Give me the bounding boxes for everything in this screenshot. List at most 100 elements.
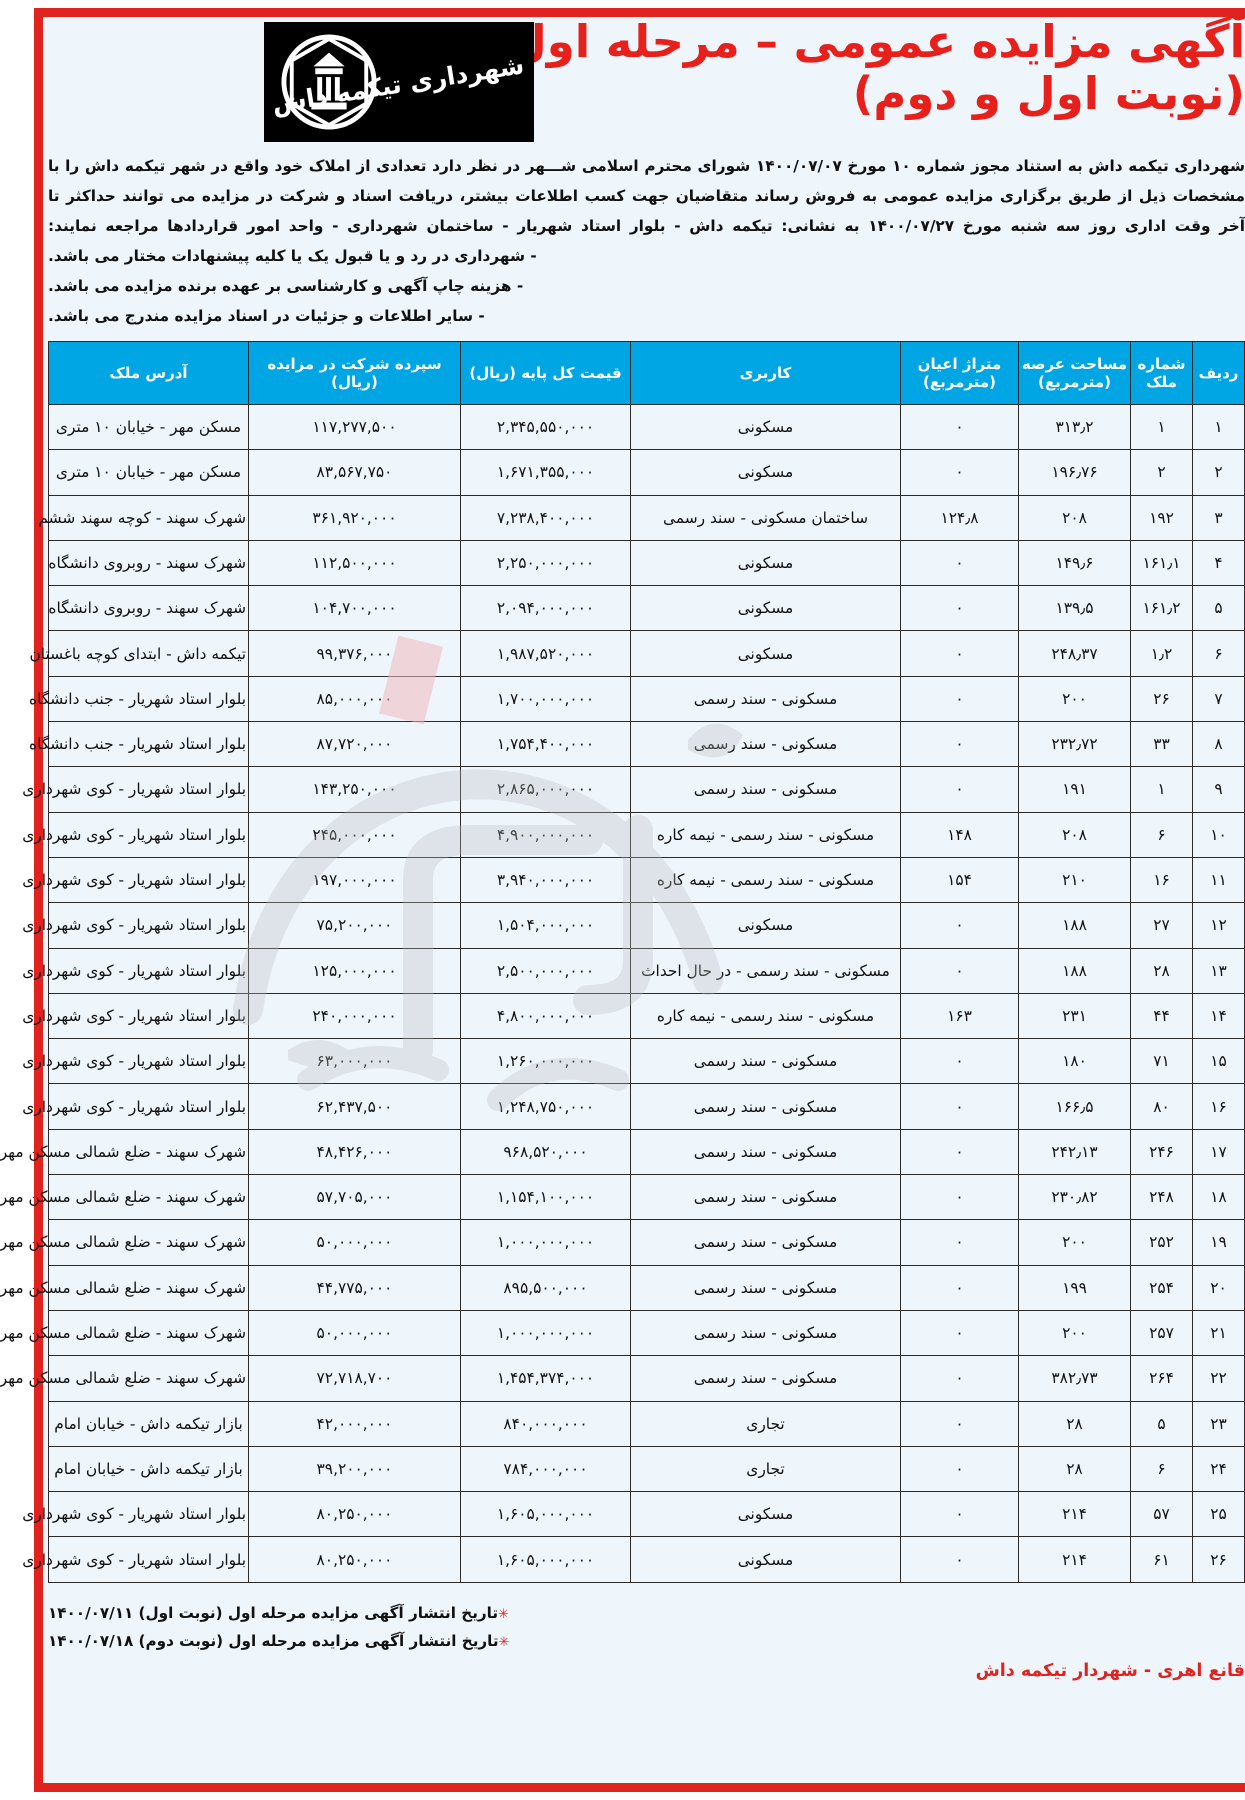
cell-radif: ۱۷ <box>1169 1129 1221 1174</box>
cell-usage: مسکونی <box>607 1492 877 1537</box>
cell-melk: ۱ <box>1107 767 1169 812</box>
cell-melk: ۲۸ <box>1107 948 1169 993</box>
cell-address: بلوار استاد شهریار - کوی شهرداری <box>25 1084 225 1129</box>
col-header-deposit: سپرده شرکت در مزایده (ریال) <box>225 341 437 404</box>
cell-area: ۱۹۹ <box>995 1265 1107 1310</box>
cell-building: ۰ <box>877 676 995 721</box>
cell-area: ۱۳۹٫۵ <box>995 586 1107 631</box>
cell-building: ۰ <box>877 450 995 495</box>
cell-melk: ۲۴۶ <box>1107 1129 1169 1174</box>
table-row: ۲ ۲ ۱۹۶٫۷۶ ۰ مسکونی ۱,۶۷۱,۳۵۵,۰۰۰ ۸۳,۵۶۷,۷۵۰ مس… <box>25 450 1221 495</box>
cell-radif: ۲۰ <box>1169 1265 1221 1310</box>
cell-radif: ۹ <box>1169 767 1221 812</box>
cell-deposit: ۵۷,۷۰۵,۰۰۰ <box>225 1175 437 1220</box>
cell-deposit: ۷۲,۷۱۸,۷۰۰ <box>225 1356 437 1401</box>
cell-melk: ۱۹۲ <box>1107 495 1169 540</box>
cell-address: شهرک سهند - روبروی دانشگاه <box>25 540 225 585</box>
cell-address: مسکن مهر - خیابان ۱۰ متری <box>25 404 225 449</box>
cell-area: ۲۰۰ <box>995 1310 1107 1355</box>
cell-melk: ۳۳ <box>1107 722 1169 767</box>
page-header: آگهی مزایده عمومی – مرحله اول (نوبت اول … <box>24 20 1221 148</box>
cell-deposit: ۷۵,۲۰۰,۰۰۰ <box>225 903 437 948</box>
conditions-notes: - شهرداری در رد و یا قبول یک یا کلیه پیش… <box>24 242 1221 331</box>
cell-deposit: ۲۴۰,۰۰۰,۰۰۰ <box>225 993 437 1038</box>
cell-area: ۱۹۱ <box>995 767 1107 812</box>
cell-building: ۰ <box>877 586 995 631</box>
cell-melk: ۸۰ <box>1107 1084 1169 1129</box>
cell-price: ۱,۱۵۴,۱۰۰,۰۰۰ <box>437 1175 607 1220</box>
cell-price: ۹۶۸,۵۲۰,۰۰۰ <box>437 1129 607 1174</box>
cell-area: ۲۰۸ <box>995 495 1107 540</box>
cell-deposit: ۵۰,۰۰۰,۰۰۰ <box>225 1310 437 1355</box>
cell-building: ۰ <box>877 903 995 948</box>
cell-building: ۰ <box>877 1537 995 1582</box>
cell-price: ۱,۷۵۴,۴۰۰,۰۰۰ <box>437 722 607 767</box>
note-item-2: - هزینه چاپ آگهی و کارشناسی بر عهده برند… <box>24 272 1221 302</box>
cell-deposit: ۱۹۷,۰۰۰,۰۰۰ <box>225 857 437 902</box>
cell-price: ۴,۹۰۰,۰۰۰,۰۰۰ <box>437 812 607 857</box>
cell-melk: ۵۷ <box>1107 1492 1169 1537</box>
cell-radif: ۲۶ <box>1169 1537 1221 1582</box>
cell-radif: ۷ <box>1169 676 1221 721</box>
cell-deposit: ۶۲,۴۳۷,۵۰۰ <box>225 1084 437 1129</box>
table-row: ۲۲ ۲۶۴ ۳۸۲٫۷۳ ۰ مسکونی - سند رسمی ۱,۴۵۴,۳۷۴,۰… <box>25 1356 1221 1401</box>
cell-usage: مسکونی - سند رسمی <box>607 722 877 767</box>
table-row: ۲۰ ۲۵۴ ۱۹۹ ۰ مسکونی - سند رسمی ۸۹۵,۵۰۰,۰۰۰ ۴۴,… <box>25 1265 1221 1310</box>
cell-radif: ۱ <box>1169 404 1221 449</box>
table-row: ۱۶ ۸۰ ۱۶۶٫۵ ۰ مسکونی - سند رسمی ۱,۲۴۸,۷۵۰,۰۰۰… <box>25 1084 1221 1129</box>
cell-building: ۱۵۴ <box>877 857 995 902</box>
table-row: ۱۴ ۴۴ ۲۳۱ ۱۶۳ مسکونی - سند رسمی - نیمه کاره ۴… <box>25 993 1221 1038</box>
cell-usage: تجاری <box>607 1401 877 1446</box>
cell-radif: ۸ <box>1169 722 1221 767</box>
cell-radif: ۴ <box>1169 540 1221 585</box>
cell-address: شهرک سهند - ضلع شمالی مسکن مهر <box>25 1356 225 1401</box>
cell-deposit: ۲۴۵,۰۰۰,۰۰۰ <box>225 812 437 857</box>
cell-melk: ۱٫۲ <box>1107 631 1169 676</box>
cell-usage: مسکونی <box>607 631 877 676</box>
cell-price: ۱,۰۰۰,۰۰۰,۰۰۰ <box>437 1220 607 1265</box>
table-row: ۲۱ ۲۵۷ ۲۰۰ ۰ مسکونی - سند رسمی ۱,۰۰۰,۰۰۰,۰۰۰ ۵… <box>25 1310 1221 1355</box>
col-header-melk-no: شماره ملک <box>1107 341 1169 404</box>
cell-building: ۰ <box>877 1310 995 1355</box>
cell-address: تیکمه داش - ابتدای کوچه باغستان <box>25 631 225 676</box>
cell-area: ۲۸ <box>995 1401 1107 1446</box>
cell-building: ۱۲۴٫۸ <box>877 495 995 540</box>
col-header-building: متراژ اعیان (مترمربع) <box>877 341 995 404</box>
cell-address: شهرک سهند - کوچه سهند ششم <box>25 495 225 540</box>
publication-date-2: ✳تاریخ انتشار آگهی مزایده مرحله اول (نوب… <box>24 1627 1221 1655</box>
cell-usage: مسکونی <box>607 586 877 631</box>
cell-address: شهرک سهند - روبروی دانشگاه <box>25 586 225 631</box>
cell-price: ۱,۰۰۰,۰۰۰,۰۰۰ <box>437 1310 607 1355</box>
table-row: ۱۳ ۲۸ ۱۸۸ ۰ مسکونی - سند رسمی - در حال احداث… <box>25 948 1221 993</box>
table-row: ۱۱ ۱۶ ۲۱۰ ۱۵۴ مسکونی - سند رسمی - نیمه کاره ۳… <box>25 857 1221 902</box>
cell-area: ۳۱۳٫۲ <box>995 404 1107 449</box>
table-row: ۲۳ ۵ ۲۸ ۰ تجاری ۸۴۰,۰۰۰,۰۰۰ ۴۲,۰۰۰,۰۰۰ بازار تی… <box>25 1401 1221 1446</box>
table-body: ۱ ۱ ۳۱۳٫۲ ۰ مسکونی ۲,۳۴۵,۵۵۰,۰۰۰ ۱۱۷,۲۷۷,۵۰۰ مس… <box>25 404 1221 1582</box>
cell-address: شهرک سهند - ضلع شمالی مسکن مهر <box>25 1129 225 1174</box>
cell-area: ۲۰۸ <box>995 812 1107 857</box>
col-header-usage: کاربری <box>607 341 877 404</box>
cell-address: مسکن مهر - خیابان ۱۰ متری <box>25 450 225 495</box>
cell-price: ۷۸۴,۰۰۰,۰۰۰ <box>437 1446 607 1491</box>
cell-melk: ۱ <box>1107 404 1169 449</box>
cell-radif: ۲ <box>1169 450 1221 495</box>
cell-radif: ۲۳ <box>1169 1401 1221 1446</box>
cell-building: ۰ <box>877 631 995 676</box>
cell-price: ۱,۷۰۰,۰۰۰,۰۰۰ <box>437 676 607 721</box>
cell-usage: مسکونی <box>607 404 877 449</box>
cell-deposit: ۱۴۳,۲۵۰,۰۰۰ <box>225 767 437 812</box>
cell-deposit: ۸۰,۲۵۰,۰۰۰ <box>225 1537 437 1582</box>
cell-building: ۰ <box>877 1084 995 1129</box>
publication-dates: ✳تاریخ انتشار آگهی مزایده مرحله اول (نوب… <box>24 1599 1221 1655</box>
cell-radif: ۵ <box>1169 586 1221 631</box>
cell-address: بازار تیکمه داش - خیابان امام <box>25 1446 225 1491</box>
cell-usage: مسکونی - سند رسمی - در حال احداث <box>607 948 877 993</box>
cell-building: ۱۴۸ <box>877 812 995 857</box>
cell-price: ۲,۰۹۴,۰۰۰,۰۰۰ <box>437 586 607 631</box>
page-title: آگهی مزایده عمومی – مرحله اول (نوبت اول … <box>561 18 1221 117</box>
cell-melk: ۲۷ <box>1107 903 1169 948</box>
note-item-1: - شهرداری در رد و یا قبول یک یا کلیه پیش… <box>24 242 1221 272</box>
cell-melk: ۲۵۲ <box>1107 1220 1169 1265</box>
cell-address: بلوار استاد شهریار - جنب دانشگاه <box>25 722 225 767</box>
cell-address: بلوار استاد شهریار - کوی شهرداری <box>25 857 225 902</box>
